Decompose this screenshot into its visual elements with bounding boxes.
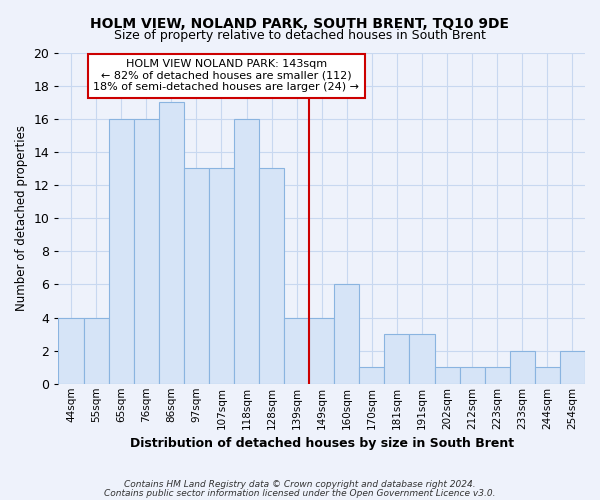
- Bar: [83, 318, 109, 384]
- Text: Size of property relative to detached houses in South Brent: Size of property relative to detached ho…: [114, 28, 486, 42]
- Y-axis label: Number of detached properties: Number of detached properties: [15, 125, 28, 311]
- Bar: [409, 334, 434, 384]
- Bar: [485, 367, 510, 384]
- Bar: [510, 350, 535, 384]
- Bar: [209, 168, 234, 384]
- Bar: [109, 119, 134, 384]
- X-axis label: Distribution of detached houses by size in South Brent: Distribution of detached houses by size …: [130, 437, 514, 450]
- Bar: [284, 318, 309, 384]
- Text: HOLM VIEW, NOLAND PARK, SOUTH BRENT, TQ10 9DE: HOLM VIEW, NOLAND PARK, SOUTH BRENT, TQ1…: [91, 18, 509, 32]
- Bar: [309, 318, 334, 384]
- Text: Contains HM Land Registry data © Crown copyright and database right 2024.: Contains HM Land Registry data © Crown c…: [124, 480, 476, 489]
- Text: Contains public sector information licensed under the Open Government Licence v3: Contains public sector information licen…: [104, 488, 496, 498]
- Bar: [334, 284, 359, 384]
- Bar: [234, 119, 259, 384]
- Bar: [560, 350, 585, 384]
- Bar: [434, 367, 460, 384]
- Bar: [385, 334, 409, 384]
- Bar: [184, 168, 209, 384]
- Bar: [359, 367, 385, 384]
- Bar: [259, 168, 284, 384]
- Text: HOLM VIEW NOLAND PARK: 143sqm
← 82% of detached houses are smaller (112)
18% of : HOLM VIEW NOLAND PARK: 143sqm ← 82% of d…: [94, 59, 359, 92]
- Bar: [535, 367, 560, 384]
- Title: HOLM VIEW, NOLAND PARK, SOUTH BRENT, TQ10 9DE
Size of property relative to detac: HOLM VIEW, NOLAND PARK, SOUTH BRENT, TQ1…: [0, 499, 1, 500]
- Bar: [159, 102, 184, 384]
- Bar: [134, 119, 159, 384]
- Bar: [58, 318, 83, 384]
- Bar: [460, 367, 485, 384]
